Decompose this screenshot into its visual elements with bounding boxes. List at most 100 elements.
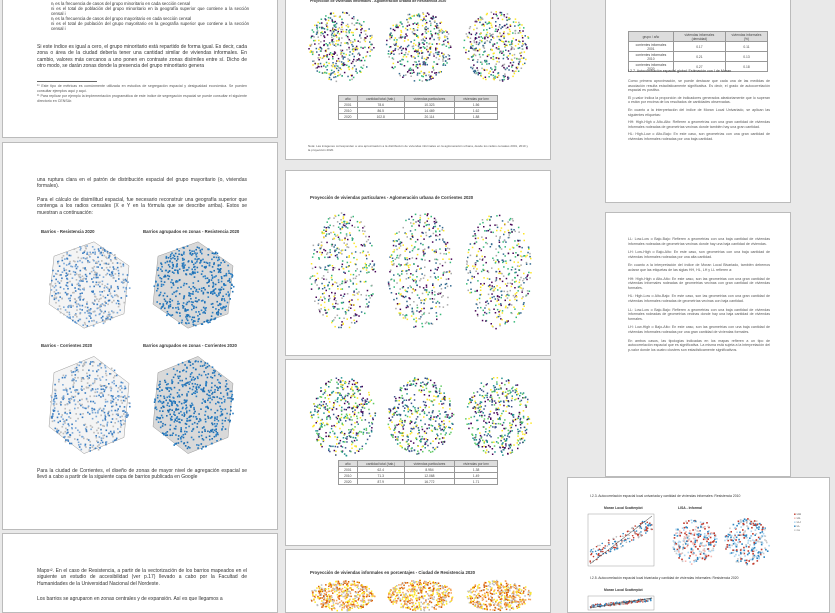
map-feature bbox=[423, 253, 425, 255]
map-feature bbox=[491, 68, 493, 71]
map-feature bbox=[370, 48, 372, 51]
map-feature bbox=[206, 282, 208, 284]
map-feature bbox=[368, 432, 370, 434]
map-feature bbox=[345, 223, 348, 225]
map-feature bbox=[405, 248, 408, 251]
map-feature bbox=[217, 271, 220, 274]
map-feature bbox=[215, 251, 217, 254]
map-feature bbox=[371, 294, 373, 297]
map-feature bbox=[411, 225, 413, 227]
map-feature bbox=[183, 415, 185, 417]
map-feature bbox=[508, 69, 510, 71]
map-feature bbox=[102, 315, 104, 318]
map-feature bbox=[393, 43, 395, 46]
map-feature bbox=[85, 257, 88, 260]
map-feature bbox=[391, 66, 393, 69]
map-feature bbox=[69, 273, 72, 275]
map-feature bbox=[102, 434, 104, 437]
map-feature bbox=[438, 36, 441, 39]
map-feature bbox=[105, 429, 108, 432]
map-feature bbox=[164, 274, 166, 277]
map-feature bbox=[368, 412, 371, 415]
map-feature bbox=[108, 269, 110, 272]
map-feature bbox=[408, 17, 410, 20]
map-feature bbox=[84, 267, 86, 269]
map-feature bbox=[179, 375, 181, 378]
map-feature bbox=[445, 56, 447, 58]
map-feature bbox=[183, 295, 186, 297]
map-feature bbox=[356, 28, 358, 30]
map-feature bbox=[513, 321, 516, 323]
map-feature bbox=[485, 301, 487, 303]
map-feature bbox=[152, 241, 234, 329]
map-feature bbox=[353, 291, 355, 293]
map-feature bbox=[430, 51, 432, 53]
map-feature bbox=[191, 372, 193, 374]
map-feature bbox=[467, 256, 469, 259]
map-feature bbox=[333, 15, 335, 17]
map-feature bbox=[436, 318, 438, 321]
map-feature bbox=[432, 284, 434, 286]
map-feature bbox=[192, 363, 194, 365]
map-feature bbox=[519, 60, 522, 63]
map-feature bbox=[337, 387, 339, 389]
map-feature bbox=[361, 398, 363, 401]
map-feature bbox=[418, 43, 420, 46]
map-feature bbox=[409, 297, 411, 300]
map-feature bbox=[402, 25, 404, 28]
map-feature bbox=[450, 272, 452, 275]
map-feature bbox=[522, 279, 524, 282]
map-feature bbox=[348, 38, 350, 41]
map-feature bbox=[421, 292, 424, 295]
map-feature bbox=[198, 373, 201, 376]
map-feature bbox=[103, 287, 106, 289]
map-feature bbox=[159, 426, 162, 429]
map-feature bbox=[352, 273, 355, 276]
map-feature bbox=[393, 39, 396, 41]
map-feature bbox=[510, 41, 513, 43]
map-feature bbox=[184, 264, 186, 266]
map-feature bbox=[408, 258, 411, 260]
map-feature bbox=[66, 278, 69, 281]
map-feature bbox=[185, 303, 188, 306]
map-feature bbox=[445, 253, 447, 255]
map-feature bbox=[364, 245, 366, 247]
map-feature bbox=[428, 291, 431, 294]
map-feature bbox=[414, 33, 416, 35]
map-feature bbox=[506, 297, 509, 299]
map-feature bbox=[424, 30, 427, 33]
map-feature bbox=[341, 226, 344, 228]
map-feature bbox=[213, 396, 216, 399]
map-feature bbox=[117, 299, 119, 302]
map-feature bbox=[97, 374, 99, 377]
map-feature bbox=[71, 427, 73, 430]
map-feature bbox=[318, 428, 321, 431]
map-feature bbox=[416, 29, 419, 31]
map-feature bbox=[514, 32, 517, 35]
map-feature bbox=[483, 69, 486, 71]
map-feature bbox=[221, 422, 224, 425]
map-feature bbox=[327, 284, 329, 286]
map-feature bbox=[196, 444, 198, 446]
map-feature bbox=[327, 410, 330, 413]
map-feature bbox=[311, 414, 313, 416]
map-feature bbox=[514, 268, 517, 270]
map-feature bbox=[356, 292, 358, 294]
map-feature bbox=[413, 318, 415, 321]
map-feature bbox=[492, 71, 495, 73]
map-feature bbox=[341, 446, 344, 448]
map-feature bbox=[166, 388, 169, 391]
map-feature bbox=[344, 311, 347, 313]
map-feature bbox=[349, 79, 351, 81]
map-feature bbox=[157, 274, 160, 277]
map-feature bbox=[501, 220, 504, 222]
map-feature bbox=[177, 271, 179, 273]
map-feature bbox=[58, 378, 60, 381]
map-feature bbox=[114, 409, 117, 412]
map-feature bbox=[84, 257, 87, 260]
map-feature bbox=[346, 64, 348, 66]
map-feature bbox=[183, 258, 185, 261]
map-feature bbox=[178, 412, 180, 415]
map-feature bbox=[323, 412, 325, 414]
